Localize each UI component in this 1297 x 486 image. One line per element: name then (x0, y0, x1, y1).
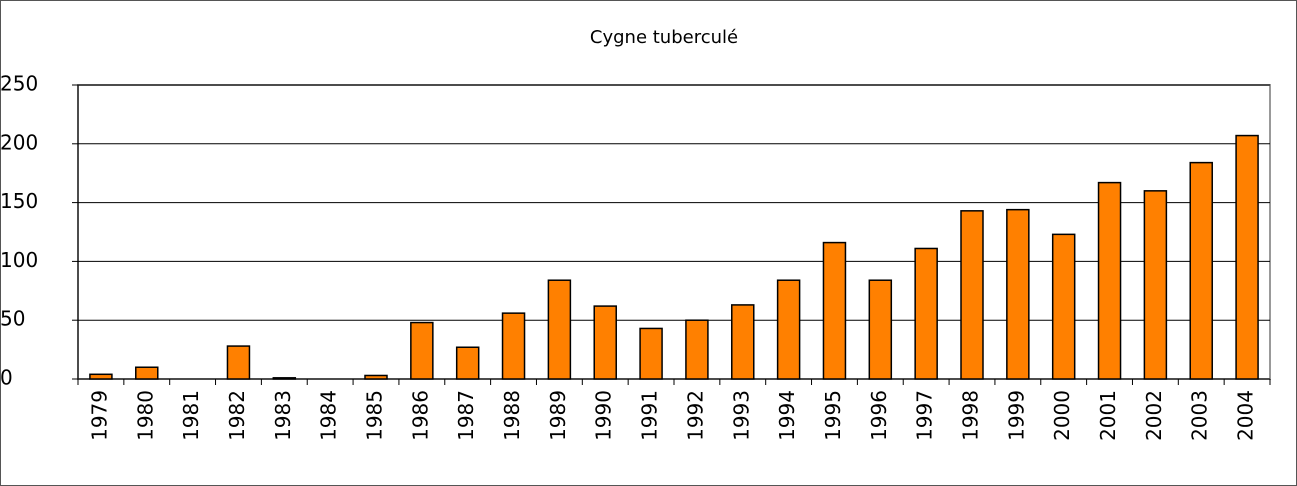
bar (1189, 161, 1213, 380)
bar (776, 279, 801, 380)
y-tick-label: 250 (0, 72, 38, 96)
y-tick-label: 200 (0, 130, 38, 154)
bar (1051, 233, 1076, 380)
y-tick-label: 0 (0, 366, 13, 390)
bar (639, 327, 663, 380)
y-tick-label: 50 (0, 307, 25, 331)
x-tick-label: 2002 (1142, 390, 1166, 441)
x-tick-label: 1984 (317, 390, 341, 441)
y-tick-label: 100 (0, 248, 38, 272)
bar (410, 321, 434, 380)
x-tick-label: 1979 (87, 390, 111, 441)
bar (547, 279, 572, 380)
bar (868, 279, 893, 380)
bar (135, 366, 159, 380)
x-tick-label: 1997 (913, 390, 937, 441)
x-tick-label: 1983 (271, 390, 295, 441)
x-tick-label: 1982 (225, 390, 249, 441)
x-tick-label: 1998 (959, 390, 983, 441)
bar (226, 345, 251, 380)
bar (960, 210, 984, 380)
bar (685, 319, 709, 380)
bar (593, 305, 617, 380)
bar (501, 312, 526, 380)
x-tick-label: 1987 (454, 390, 478, 441)
x-tick-label: 1980 (133, 390, 157, 441)
x-tick-label: 2003 (1188, 390, 1212, 441)
x-tick-label: 1996 (867, 390, 891, 441)
bar (272, 377, 297, 380)
x-tick-label: 1993 (729, 390, 753, 441)
bar (455, 346, 480, 380)
x-tick-label: 1981 (179, 390, 203, 441)
bar (364, 374, 388, 380)
bar (1097, 181, 1122, 380)
x-tick-label: 1999 (1004, 390, 1028, 441)
bar (1143, 190, 1168, 380)
bar (822, 241, 847, 380)
x-tick-label: 1995 (821, 390, 845, 441)
x-tick-label: 1989 (546, 390, 570, 441)
x-tick-label: 2004 (1234, 390, 1258, 441)
x-tick-label: 1992 (683, 390, 707, 441)
chart-title: Cygne tuberculé (590, 27, 738, 48)
x-tick-label: 2000 (1050, 390, 1074, 441)
x-tick-label: 1991 (638, 390, 662, 441)
x-tick-label: 1985 (363, 390, 387, 441)
bar (89, 373, 113, 380)
bar (1235, 134, 1259, 380)
bar (731, 304, 755, 380)
x-tick-label: 1994 (775, 390, 799, 441)
bar (914, 247, 938, 380)
x-tick-label: 2001 (1096, 390, 1120, 441)
x-tick-label: 1990 (592, 390, 616, 441)
bar (1006, 208, 1030, 380)
y-tick-label: 150 (0, 189, 38, 213)
x-tick-label: 1986 (408, 390, 432, 441)
x-tick-label: 1988 (500, 390, 524, 441)
